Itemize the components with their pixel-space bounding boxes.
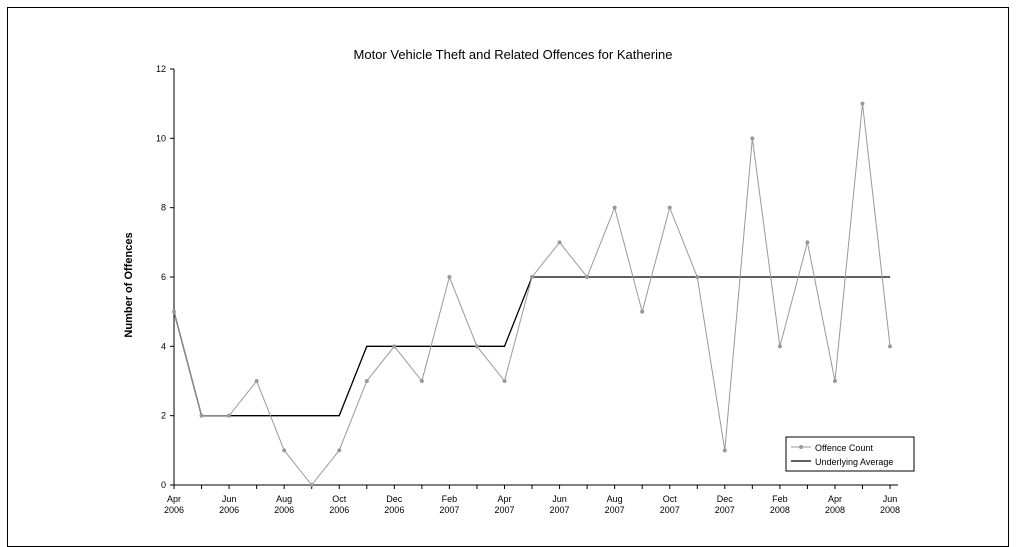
data-point-offence-count (557, 240, 562, 245)
x-tick-label-year: 2007 (660, 505, 680, 515)
data-point-offence-count (337, 448, 342, 453)
data-point-offence-count (860, 101, 865, 106)
data-point-offence-count (530, 275, 535, 279)
x-tick-label-year: 2008 (880, 505, 900, 515)
series-line-offence-count (173, 103, 891, 486)
x-tick-label-month: Oct (332, 494, 347, 504)
x-tick-label-year: 2006 (274, 505, 294, 515)
line-chart: Motor Vehicle Theft and Related Offences… (123, 47, 915, 515)
legend-label-offence-count: Offence Count (815, 443, 873, 453)
x-tick-label-month: Apr (167, 494, 181, 504)
data-point-offence-count (447, 275, 452, 279)
x-tick-label-month: Aug (607, 494, 623, 504)
x-tick-label-month: Jun (222, 494, 237, 504)
data-point-offence-count (585, 275, 590, 279)
x-tick-label-year: 2006 (164, 505, 184, 515)
data-point-offence-count (172, 309, 176, 314)
legend-label-underlying-average: Underlying Average (815, 457, 893, 467)
data-point-offence-count (805, 240, 810, 245)
legend: Offence Count Underlying Average (785, 436, 915, 472)
x-tick-label-month: Oct (663, 494, 678, 504)
x-tick-label-month: Feb (442, 494, 458, 504)
x-tick-label-month: Dec (386, 494, 403, 504)
data-point-offence-count (282, 448, 287, 453)
x-tick-label-year: 2007 (439, 505, 459, 515)
data-point-offence-count (832, 379, 837, 383)
x-tick-label-year: 2007 (715, 505, 735, 515)
chart-title: Motor Vehicle Theft and Related Offences… (354, 47, 673, 62)
data-point-offence-count (199, 413, 204, 418)
data-point-offence-count (254, 379, 259, 383)
x-tick-label-month: Jun (552, 494, 567, 504)
data-point-offence-count (722, 448, 727, 453)
series-line-underlying-average (173, 276, 891, 417)
chart-frame: Motor Vehicle Theft and Related Offences… (7, 7, 1009, 547)
x-tick-label-month: Aug (276, 494, 292, 504)
series-layer (172, 101, 893, 487)
x-tick-label-year: 2006 (384, 505, 404, 515)
x-tick-label-month: Jun (883, 494, 898, 504)
data-point-offence-count (309, 483, 314, 487)
data-point-offence-count (750, 136, 755, 141)
x-tick-label-year: 2007 (605, 505, 625, 515)
x-tick-label-year: 2006 (329, 505, 349, 515)
y-axis-label: Number of Offences (123, 232, 135, 337)
x-tick-label-month: Dec (717, 494, 734, 504)
x-tick-label-year: 2008 (825, 505, 845, 515)
data-point-offence-count (888, 344, 893, 349)
data-point-offence-count (612, 205, 617, 210)
y-tick-label: 10 (156, 133, 166, 143)
y-tick-label: 2 (161, 411, 166, 421)
y-tick-label: 6 (161, 272, 166, 282)
legend-marker-offence-count (799, 445, 803, 449)
x-tick-label-year: 2006 (219, 505, 239, 515)
data-point-offence-count (502, 379, 507, 383)
data-point-offence-count (364, 379, 369, 383)
data-point-offence-count (392, 344, 397, 349)
y-tick-label: 4 (161, 341, 166, 351)
y-tick-label: 0 (161, 480, 166, 490)
x-tick-label-month: Apr (497, 494, 511, 504)
legend-box (785, 436, 915, 472)
x-tick-label-year: 2007 (494, 505, 514, 515)
y-tick-label: 12 (156, 64, 166, 74)
x-tick-label-month: Feb (772, 494, 788, 504)
x-tick-label-year: 2007 (550, 505, 570, 515)
y-tick-label: 8 (161, 203, 166, 213)
data-point-offence-count (667, 205, 672, 210)
x-tick-label-month: Apr (828, 494, 842, 504)
axes: 024681012Apr2006Jun2006Aug2006Oct2006Dec… (156, 64, 900, 515)
data-point-offence-count (227, 413, 232, 418)
data-point-offence-count (474, 344, 479, 349)
x-tick-label-year: 2008 (770, 505, 790, 515)
data-point-offence-count (777, 344, 782, 349)
data-point-offence-count (419, 379, 424, 383)
data-point-offence-count (695, 275, 700, 279)
data-point-offence-count (640, 309, 645, 314)
